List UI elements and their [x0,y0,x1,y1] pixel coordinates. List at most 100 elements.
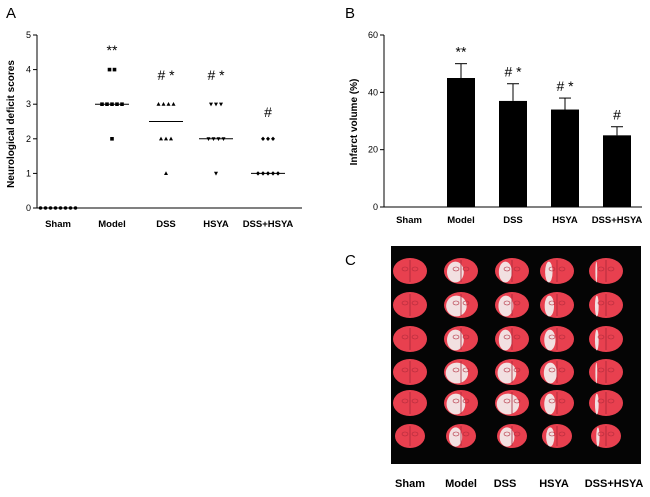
panel-a-significance-mark: ** [107,42,118,58]
brain-slice-ventricle [462,431,470,437]
panel-a-point [63,206,68,210]
brain-slice [495,258,529,284]
panel-b-significance-mark: # [613,107,621,123]
brain-slice [495,390,529,416]
brain-slice-infarct [498,295,514,317]
brain-slice-ventricle [401,334,409,340]
brain-slice-ventricle [513,266,521,272]
brain-slice [444,359,478,385]
brain-slice-ventricle [503,300,511,306]
brain-slice [393,390,427,416]
panel-a-y-tick-label: 1 [26,168,31,178]
panel-a-point [209,102,213,107]
brain-slice-ventricle [558,398,566,404]
panel-a-point [161,102,166,106]
panel-a-point [68,206,73,210]
panel-b-y-tick-label: 0 [373,202,378,212]
panel-a-letter: A [6,5,16,22]
panel-b-y-axis-label: Infarct volume (%) [349,79,360,166]
panel-b-bars [447,78,631,207]
panel-a-medians [95,103,285,174]
brain-slice-ventricle [558,431,566,437]
brain-slice-ventricle [548,334,556,340]
photo-column-label: HSYA [539,478,569,490]
panel-b-significance-mark: ** [456,44,467,60]
brain-slice-infarct [445,362,469,384]
panel-a-point [261,136,265,141]
brain-slice-infarct [449,427,463,447]
panel-b-y-tick-label: 40 [368,87,378,97]
photo-column-label: Model [445,478,477,490]
panel-a-y-tick-label: 0 [26,203,31,213]
brain-slice-ventricle [401,300,409,306]
brain-slice-ventricle [503,398,511,404]
brain-slice-ventricle [401,266,409,272]
panel-a-category-label: Model [98,219,125,230]
panel-a-category-label: DSS+HSYA [243,219,294,230]
panel-a-categories: Sham Model DSS HSYA DSS+HSYA [45,219,293,230]
brain-slice-ventricle [503,266,511,272]
panel-b-y-tick-label: 60 [368,30,378,40]
brain-slice-ventricle [607,266,615,272]
brain-slice [589,292,623,318]
panel-c-letter: C [345,252,356,269]
brain-slices [393,258,623,448]
panel-a-point [166,102,171,106]
brain-slice-ventricle [503,367,511,373]
brain-slice [540,292,574,318]
panel-a-point [73,206,78,210]
photo-column-label: DSS+HSYA [585,478,644,490]
brain-slice-ventricle [452,266,460,272]
brain-slice-ventricle [597,367,605,373]
panel-a-point [156,102,161,106]
panel-a-points [38,67,280,210]
brain-slice [444,258,478,284]
brain-slice-ventricle [401,431,409,437]
panel-a-point [43,206,48,210]
panel-b-category-label: Model [447,215,474,226]
brain-slice-infarct [543,362,557,384]
brain-slice-infarct [595,261,598,283]
brain-slice-ventricle [513,367,521,373]
brain-slice-ventricle [452,398,460,404]
brain-slice-ventricle [548,300,556,306]
brain-slice-infarct [446,295,467,317]
brain-slice-ventricle [558,266,566,272]
panel-a-point [271,136,275,141]
panel-a-y-tick-label: 4 [26,65,31,75]
panel-b-bar [603,135,631,207]
panel-b-category-label: DSS+HSYA [592,215,643,226]
panel-a-point [266,136,270,141]
brain-slice-ventricle [513,431,521,437]
panel-a-point [219,102,223,107]
panel-a-point [112,67,117,72]
brain-slice-infarct [446,393,466,415]
brain-slice-ventricle [462,398,470,404]
brain-slice-infarct [498,261,512,283]
panel-a-point [169,136,173,141]
panel-a-y-tick-label: 2 [26,134,31,144]
brain-slice-ventricle [607,300,615,306]
brain-slice-ventricle [607,431,615,437]
panel-a-point [214,171,218,176]
panel-a: A Neurological deficit scores 0 1 2 3 4 5 ** #… [6,5,302,230]
brain-slice-ventricle [597,266,605,272]
panel-a-category-label: HSYA [203,219,229,230]
brain-slice-infarct [546,427,555,447]
brain-slice-ventricle [597,300,605,306]
panel-b-bar [447,78,475,207]
brain-slice-infarct [544,329,556,351]
panel-b-categories: Sham Model DSS HSYA DSS+HSYA [396,215,642,226]
brain-slice-infarct [544,393,556,415]
brain-slice-ventricle [503,334,511,340]
brain-slice-ventricle [513,334,521,340]
photo-column-label: DSS [494,478,517,490]
panel-a-point [110,137,114,141]
panel-a-significance-mark: # * [207,67,225,83]
brain-slice [540,258,574,284]
brain-slice-ventricle [411,266,419,272]
brain-slice-ventricle [548,431,556,437]
panel-a-point [164,171,168,175]
brain-slice-ventricle [411,398,419,404]
brain-slice-ventricle [607,334,615,340]
